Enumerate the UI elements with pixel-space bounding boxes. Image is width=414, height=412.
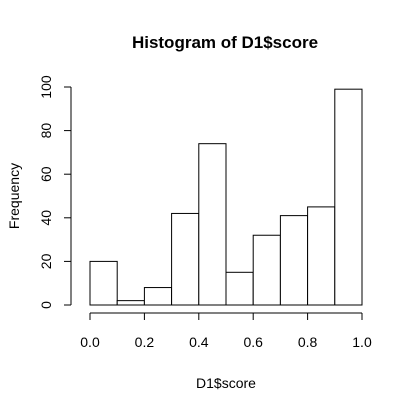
x-tick-label: 0.4	[189, 334, 209, 350]
x-tick-label: 0.8	[298, 334, 318, 350]
histogram-bar	[143, 287, 173, 306]
histogram-bar	[279, 215, 309, 306]
bars-group	[89, 88, 363, 306]
y-tick-label: 0	[38, 301, 54, 309]
x-tick-label: 0.0	[80, 334, 100, 350]
y-tick-label: 80	[38, 123, 54, 139]
histogram-bar	[171, 212, 200, 306]
chart-title: Histogram of D1$score	[132, 33, 318, 52]
x-axis-label: D1$score	[196, 375, 256, 391]
histogram-bar	[198, 143, 227, 306]
histogram-bar	[334, 88, 363, 306]
x-tick-label: 1.0	[352, 334, 372, 350]
y-axis: 0 20 40 60 80 100	[38, 75, 72, 309]
y-tick-label: 100	[38, 75, 54, 99]
y-tick-label: 60	[38, 166, 54, 182]
histogram-bar	[252, 234, 281, 306]
histogram-bar	[307, 206, 336, 306]
y-tick-label: 40	[38, 210, 54, 226]
y-tick-label: 20	[38, 253, 54, 269]
y-axis-label: Frequency	[6, 163, 22, 229]
x-tick-label: 0.2	[135, 334, 155, 350]
histogram-bar	[225, 271, 254, 306]
x-axis: 0.0 0.2 0.4 0.6 0.8 1.0	[80, 312, 372, 350]
histogram-bar	[89, 260, 118, 306]
x-tick-label: 0.6	[243, 334, 263, 350]
histogram-bar	[116, 300, 145, 306]
